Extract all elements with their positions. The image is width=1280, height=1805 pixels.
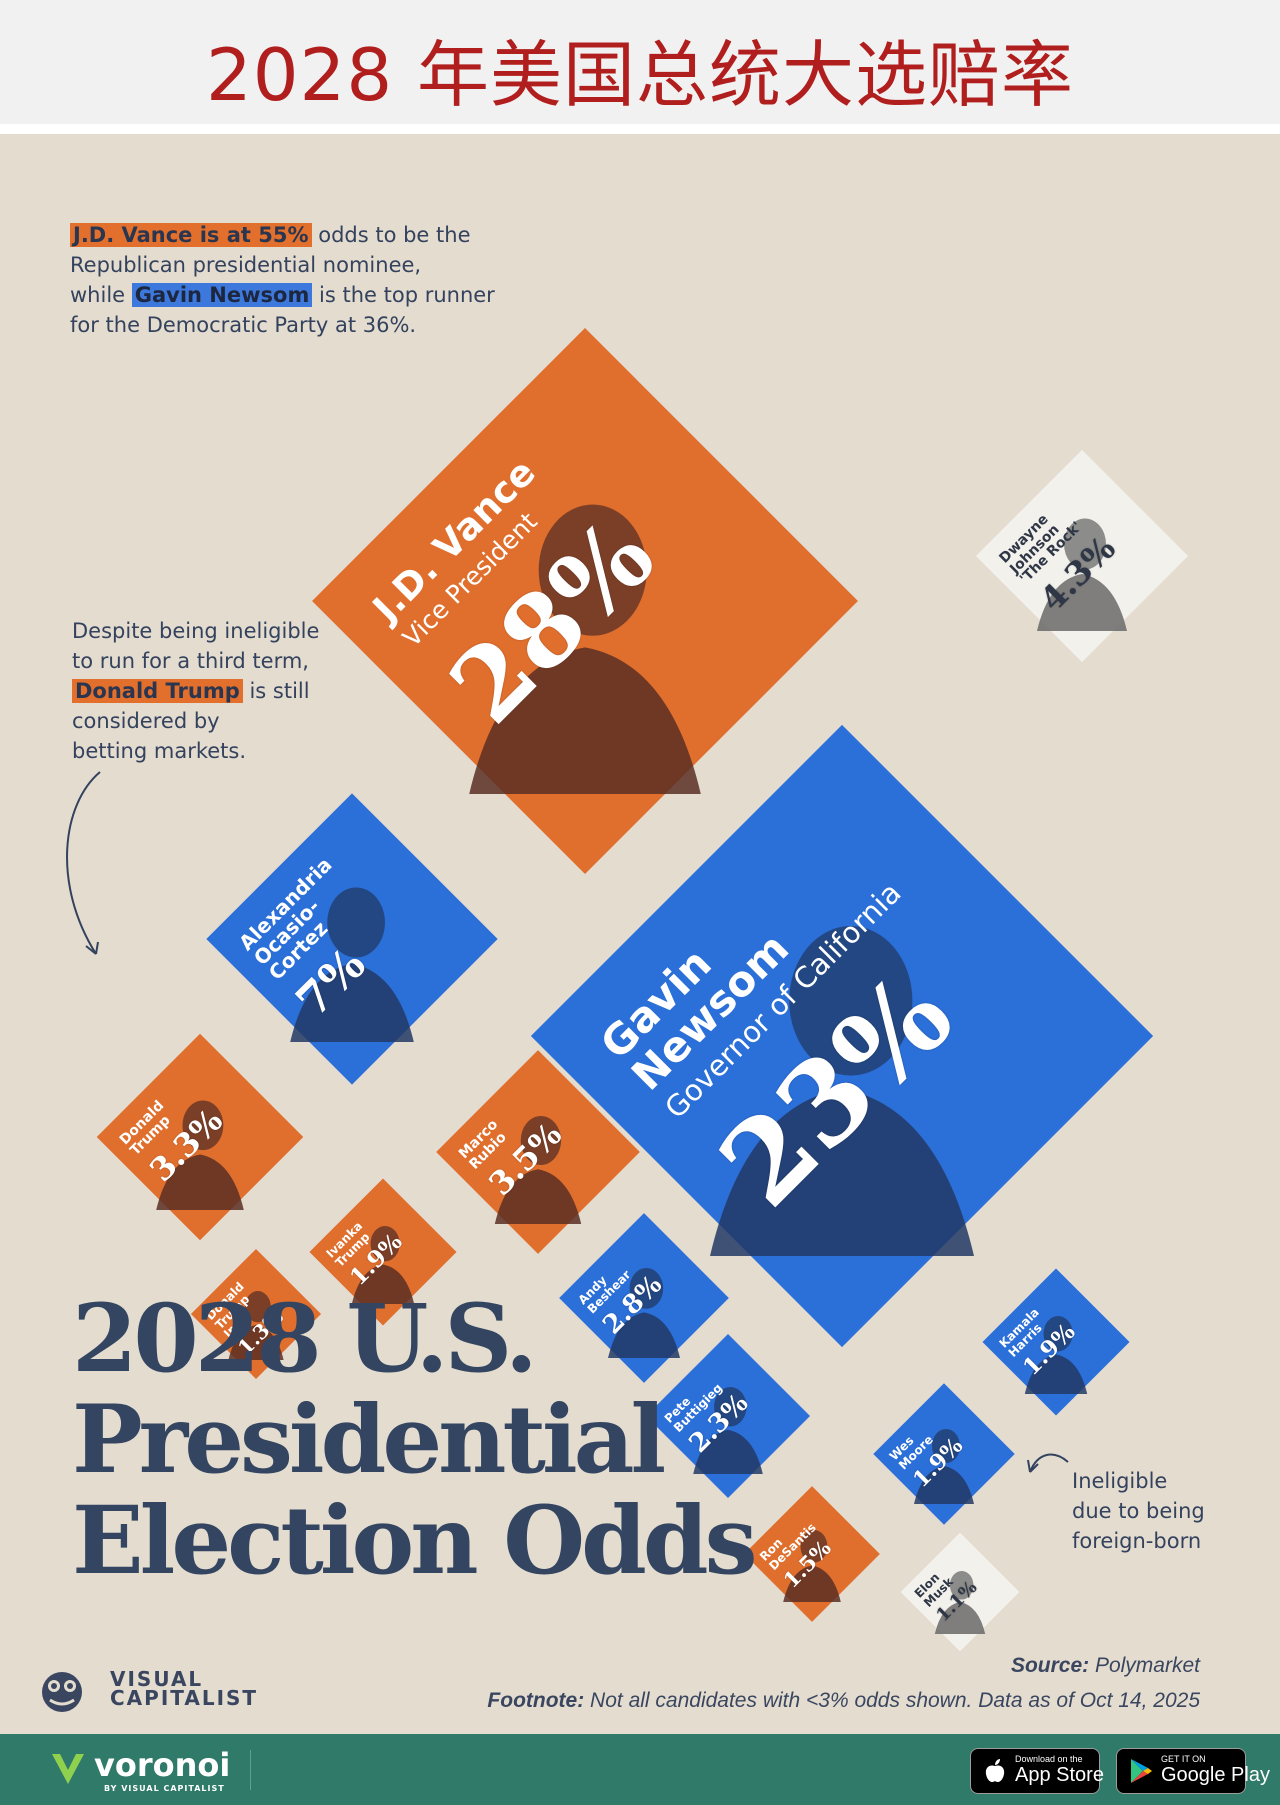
trump-highlight: Donald Trump: [72, 679, 243, 703]
candidate-tile: Donald Trump Jr. 1.3%: [190, 1248, 322, 1380]
logo-icon: [42, 1672, 82, 1712]
page-title: 2028 年美国总统大选赔率: [205, 33, 1075, 117]
candidate-tile: Gavin Newsom Governor of California 23%: [530, 724, 1154, 1348]
candidate-tile: Marco Rubio 3.5%: [436, 1050, 640, 1254]
divider: [250, 1750, 251, 1790]
chart-title-line: Election Odds: [72, 1486, 758, 1596]
musk-note: Ineligible due to being foreign-born: [1072, 1466, 1205, 1556]
play-icon: [1131, 1759, 1152, 1783]
note-text: is the top runner: [312, 283, 495, 307]
candidate-tile: Elon Musk 1.1%: [900, 1532, 1020, 1652]
candidate-tile: Andy Beshear 2.8%: [559, 1213, 729, 1383]
note-text: to run for a third term,: [72, 649, 309, 673]
appstore-big: App Store: [1015, 1764, 1104, 1786]
infographic: J.D. Vance Vice President 28% Gavin Newsom G…: [0, 134, 1280, 1734]
portrait-icon: [914, 1429, 974, 1504]
chart-title-line: Presidential: [72, 1385, 666, 1495]
chart-title: 2028 U.S. Presidential Election Odds: [72, 1284, 758, 1596]
portrait-icon: [608, 1268, 680, 1358]
note-text: Ineligible: [1072, 1469, 1168, 1493]
footnote: Footnote: Not all candidates with <3% od…: [487, 1689, 1200, 1713]
note-text: for the Democratic Party at 36%.: [70, 313, 417, 337]
candidate-tile: J.D. Vance Vice President 28%: [312, 328, 858, 874]
note-text: due to being: [1072, 1499, 1205, 1523]
note-text: odds to be the: [311, 223, 471, 247]
portrait-icon: [228, 1291, 284, 1360]
candidate-tile: Wes Moore 1.9%: [873, 1383, 1015, 1525]
brand-line: VISUAL: [110, 1667, 204, 1691]
candidate-tile: Pete Buttigieg 2.3%: [645, 1333, 811, 1499]
note-text: Republican presidential nominee,: [70, 253, 422, 277]
candidate-tile: Alexandria Ocasio-Cortez 7%: [206, 793, 498, 1085]
trump-note: Despite being ineligible to run for a th…: [72, 616, 319, 766]
appstore-small: Download on the: [1015, 1754, 1083, 1764]
footnote-label: Footnote:: [487, 1689, 585, 1712]
play-big: Google Play: [1161, 1764, 1270, 1786]
note-text: considered by: [72, 709, 220, 733]
portrait-icon: [156, 1100, 244, 1210]
brand-line: CAPITALIST: [110, 1686, 259, 1710]
candidate-tile: Kamala Harris 1.9%: [982, 1268, 1130, 1416]
footer-bar: voronoi BY VISUAL CAPITALIST Download on…: [0, 1734, 1280, 1805]
app-store-button[interactable]: Download on the App Store: [970, 1748, 1104, 1794]
note-text: foreign-born: [1072, 1529, 1202, 1553]
footnote-value: Not all candidates with <3% odds shown. …: [584, 1689, 1200, 1712]
candidate-tile: Ivanka Trump 1.9%: [309, 1178, 457, 1326]
portrait-icon: [783, 1530, 841, 1602]
vance-highlight: J.D. Vance is at 55%: [70, 223, 312, 247]
source-note: Source: Polymarket: [1011, 1654, 1200, 1678]
chart-title-line: 2028 U.S.: [72, 1284, 538, 1394]
portrait-icon: [693, 1387, 763, 1474]
portrait-icon: [710, 926, 974, 1256]
voronoi-icon: [52, 1754, 84, 1784]
visual-capitalist-logo: VISUAL CAPITALIST: [38, 1666, 278, 1716]
google-play-button[interactable]: GET IT ON Google Play: [1116, 1748, 1270, 1794]
voronoi-logo[interactable]: voronoi BY VISUAL CAPITALIST: [48, 1744, 268, 1794]
apple-icon: [985, 1759, 1005, 1783]
vance-note: J.D. Vance is at 55% odds to be the Repu…: [70, 220, 495, 340]
portrait-icon: [351, 1226, 415, 1304]
voronoi-sub: BY VISUAL CAPITALIST: [104, 1784, 225, 1793]
candidate-tile: Dwayne Johnson 'The Rock' 4.3%: [975, 449, 1189, 663]
portrait-icon: [1037, 518, 1127, 631]
note-text: betting markets.: [72, 739, 247, 763]
candidate-tile: Donald Trump 3.3%: [96, 1033, 304, 1241]
voronoi-name: voronoi: [94, 1746, 231, 1784]
note-text: while: [70, 283, 132, 307]
portrait-icon: [494, 1116, 582, 1224]
portrait-icon: [934, 1571, 986, 1634]
trump-arrow: [66, 771, 101, 955]
top-banner: 2028 年美国总统大选赔率: [0, 0, 1280, 134]
portrait-icon: [1024, 1316, 1088, 1394]
portrait-icon: [469, 504, 701, 794]
note-text: Despite being ineligible: [72, 619, 320, 643]
note-text: is still: [242, 679, 310, 703]
source-value: Polymarket: [1089, 1654, 1200, 1677]
play-small: GET IT ON: [1161, 1754, 1206, 1764]
source-label: Source:: [1010, 1654, 1090, 1677]
portrait-icon: [290, 887, 414, 1042]
candidate-tile: Ron DeSantis 1.5%: [744, 1486, 880, 1622]
newsom-highlight: Gavin Newsom: [131, 283, 313, 307]
musk-arrow: [1027, 1453, 1069, 1473]
